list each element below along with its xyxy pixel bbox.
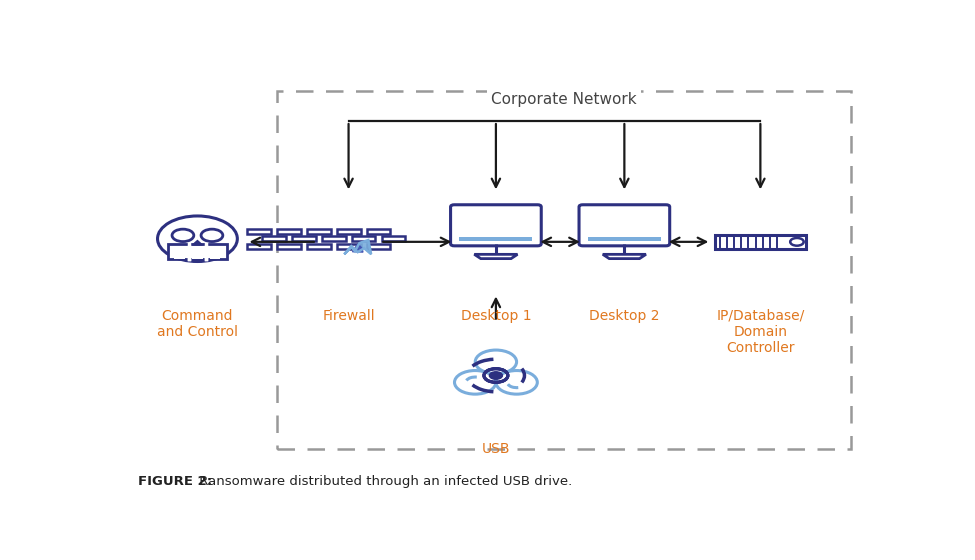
Bar bbox=[277, 244, 300, 249]
Bar bbox=[715, 235, 806, 249]
Text: Command
and Control: Command and Control bbox=[157, 309, 238, 339]
Circle shape bbox=[201, 229, 223, 241]
Bar bbox=[210, 249, 220, 259]
Text: Firewall: Firewall bbox=[323, 309, 374, 323]
Polygon shape bbox=[603, 254, 646, 259]
Bar bbox=[459, 237, 532, 241]
Text: Corporate Network: Corporate Network bbox=[491, 92, 637, 107]
Circle shape bbox=[475, 350, 517, 374]
Text: Desktop 1: Desktop 1 bbox=[460, 309, 531, 323]
Bar bbox=[247, 229, 271, 234]
Circle shape bbox=[489, 372, 502, 379]
Bar bbox=[322, 236, 345, 241]
Text: IP/Database/
Domain
Controller: IP/Database/ Domain Controller bbox=[717, 309, 804, 355]
Circle shape bbox=[454, 371, 496, 394]
Bar bbox=[307, 229, 331, 234]
Bar bbox=[247, 244, 271, 249]
Polygon shape bbox=[474, 254, 518, 259]
Circle shape bbox=[172, 229, 194, 241]
Bar bbox=[459, 211, 532, 238]
Bar bbox=[277, 229, 300, 234]
Circle shape bbox=[489, 372, 502, 379]
Bar bbox=[307, 244, 331, 249]
Bar bbox=[367, 244, 390, 249]
Text: USB: USB bbox=[482, 442, 510, 456]
Bar bbox=[175, 249, 185, 259]
Bar bbox=[588, 211, 661, 238]
FancyBboxPatch shape bbox=[579, 205, 670, 246]
Bar bbox=[262, 236, 286, 241]
Polygon shape bbox=[352, 244, 363, 252]
Bar bbox=[336, 244, 361, 249]
Text: Desktop 2: Desktop 2 bbox=[589, 309, 660, 323]
Bar bbox=[381, 236, 406, 241]
Bar bbox=[292, 236, 316, 241]
Bar bbox=[352, 236, 375, 241]
Circle shape bbox=[496, 371, 537, 394]
Bar bbox=[336, 229, 361, 234]
FancyBboxPatch shape bbox=[450, 205, 541, 246]
Polygon shape bbox=[192, 241, 203, 245]
FancyBboxPatch shape bbox=[168, 244, 227, 259]
Polygon shape bbox=[344, 240, 371, 254]
Text: Ransomware distributed through an infected USB drive.: Ransomware distributed through an infect… bbox=[195, 475, 572, 488]
Bar bbox=[192, 249, 203, 259]
Bar bbox=[367, 229, 390, 234]
Text: FIGURE 2:: FIGURE 2: bbox=[138, 475, 213, 488]
Bar bbox=[588, 237, 661, 241]
